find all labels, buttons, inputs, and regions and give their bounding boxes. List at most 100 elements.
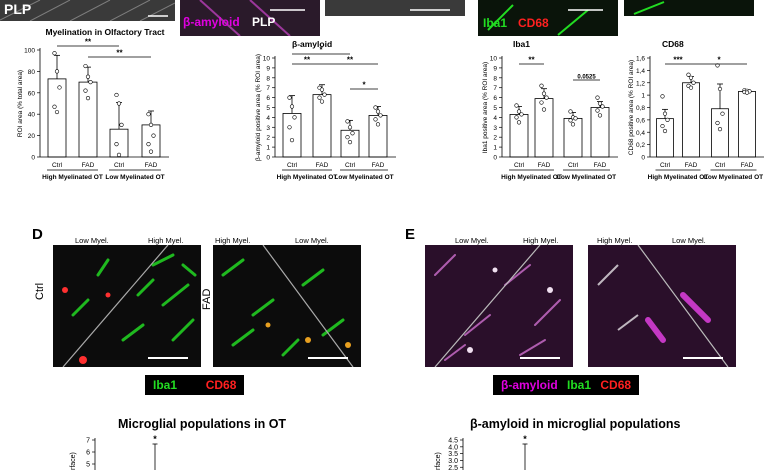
y-tick-label: 0,8 bbox=[636, 105, 645, 112]
bamyloid-plp-image-crop-2 bbox=[325, 0, 465, 16]
y-tick-label: 6 bbox=[86, 450, 90, 457]
significance-label: ** bbox=[347, 56, 354, 65]
y-tick-label: 0,4 bbox=[636, 130, 645, 137]
bottom-right-title: β-amyloid in microglial populations bbox=[470, 417, 681, 431]
y-tick-label: 0,2 bbox=[636, 142, 645, 149]
group-label: High Myelinated OT bbox=[648, 174, 709, 181]
panel-letter-e: E bbox=[405, 226, 416, 243]
y-tick-label: 8 bbox=[493, 75, 497, 82]
data-point bbox=[287, 125, 292, 130]
y-tick-label: 8 bbox=[266, 75, 270, 82]
y-tick-label: 0 bbox=[641, 155, 645, 162]
chart-title: β-amyloid bbox=[292, 39, 332, 49]
y-tick-label: 1 bbox=[493, 145, 497, 152]
data-point bbox=[717, 127, 723, 132]
y-tick-label: 1,6 bbox=[636, 56, 645, 63]
data-point bbox=[595, 95, 600, 100]
data-point bbox=[148, 149, 154, 154]
plp-texture bbox=[0, 0, 175, 21]
data-point bbox=[151, 133, 156, 138]
legend-cd68: CD68 bbox=[205, 378, 237, 392]
bar bbox=[711, 108, 729, 158]
data-point bbox=[146, 112, 151, 117]
d-ctrl-low-myel: Low Myel. bbox=[75, 236, 109, 245]
group-label: High Myelinated OT bbox=[501, 174, 562, 181]
y-axis-label: Iba1 positive area (% ROI area) bbox=[482, 62, 489, 153]
iba1-cd68-image-crop-1: Iba1 CD68 bbox=[478, 0, 618, 36]
data-point bbox=[373, 117, 378, 122]
bar bbox=[682, 82, 700, 158]
y-tick-label: 1 bbox=[266, 145, 270, 152]
data-point bbox=[317, 95, 322, 100]
ctrl-row-label: Ctrl bbox=[34, 282, 46, 300]
category-label: FAD bbox=[538, 162, 551, 169]
chart-bamyloid: β-amyloid 0 1 2 3 4 5 6 7 8 9 10β-amyloid positive … bbox=[255, 39, 396, 181]
data-point bbox=[519, 112, 524, 117]
y-tick-label: 6 bbox=[493, 95, 497, 102]
legend-cd68-top: CD68 bbox=[518, 16, 549, 30]
category-label: FAD bbox=[316, 162, 329, 169]
data-point bbox=[375, 122, 381, 127]
y-tick-label: 3 bbox=[493, 125, 497, 132]
bar bbox=[656, 118, 674, 158]
category-label: FAD bbox=[372, 162, 385, 169]
group-label: Low Myelinated OT bbox=[704, 174, 763, 181]
significance-label: ** bbox=[116, 49, 123, 58]
panel-e-legend: β-amyloid Iba1 CD68 bbox=[493, 375, 640, 395]
significance-label: 0.0525 bbox=[577, 75, 596, 81]
data-point bbox=[541, 107, 547, 112]
bar bbox=[312, 94, 332, 158]
legend-iba1: Iba1 bbox=[153, 378, 178, 392]
y-tick-label: 0 bbox=[266, 155, 270, 162]
bottom-charts: 5 6 7 urface) * 2.53.03.54.04.5 urface) * bbox=[70, 434, 528, 470]
panel-d-ctrl-image bbox=[53, 245, 201, 367]
data-point bbox=[347, 140, 353, 145]
data-point bbox=[600, 104, 605, 109]
y-tick-label: 2 bbox=[266, 135, 270, 142]
data-point bbox=[544, 95, 549, 100]
panel-e-left-image bbox=[425, 245, 573, 367]
bar bbox=[47, 78, 67, 158]
category-label: Ctrl bbox=[660, 162, 671, 169]
data-point bbox=[83, 88, 88, 93]
data-point bbox=[292, 115, 297, 120]
data-point bbox=[378, 113, 383, 118]
y-tick-label: 0,6 bbox=[636, 117, 645, 124]
data-point bbox=[595, 108, 600, 113]
data-point bbox=[52, 51, 57, 56]
y-tick-label: 10 bbox=[263, 56, 271, 63]
plp-label: PLP bbox=[4, 1, 32, 17]
data-point bbox=[319, 87, 325, 92]
legend-bamyloid: β-amyloid bbox=[501, 378, 558, 392]
data-point bbox=[146, 142, 151, 147]
group-label: High Myelinated OT bbox=[277, 174, 338, 181]
data-point bbox=[83, 63, 88, 69]
y-tick-label: 4.0 bbox=[448, 444, 458, 451]
category-label: FAD bbox=[82, 162, 95, 169]
y-tick-label: 4 bbox=[493, 115, 497, 122]
data-point bbox=[744, 90, 750, 95]
chart-title: CD68 bbox=[662, 39, 684, 49]
y-tick-label: 1,2 bbox=[636, 80, 645, 87]
y-tick-label: 0 bbox=[493, 155, 497, 162]
fad-row-label: FAD bbox=[201, 288, 213, 310]
significance-label: * bbox=[153, 434, 157, 444]
data-point bbox=[319, 99, 325, 104]
data-point bbox=[688, 85, 694, 90]
panel-letter-d: D bbox=[32, 226, 43, 243]
d-ctrl-high-myel: High Myel. bbox=[148, 236, 184, 245]
d-fad-high-myel: High Myel. bbox=[215, 236, 251, 245]
y-tick-label: 1 bbox=[641, 93, 645, 100]
data-point bbox=[539, 100, 544, 105]
data-point bbox=[514, 103, 519, 108]
data-point bbox=[54, 69, 60, 74]
y-tick-label: 9 bbox=[266, 65, 270, 72]
data-point bbox=[85, 74, 91, 79]
data-point bbox=[114, 142, 119, 147]
chart-microglial_ot: 5 6 7 urface) * bbox=[70, 434, 158, 470]
data-point bbox=[715, 120, 720, 126]
data-point bbox=[289, 104, 295, 109]
chart-title: Myelination in Olfactory Tract bbox=[45, 27, 164, 37]
y-tick-label: 20 bbox=[28, 133, 36, 140]
data-point bbox=[568, 109, 573, 114]
